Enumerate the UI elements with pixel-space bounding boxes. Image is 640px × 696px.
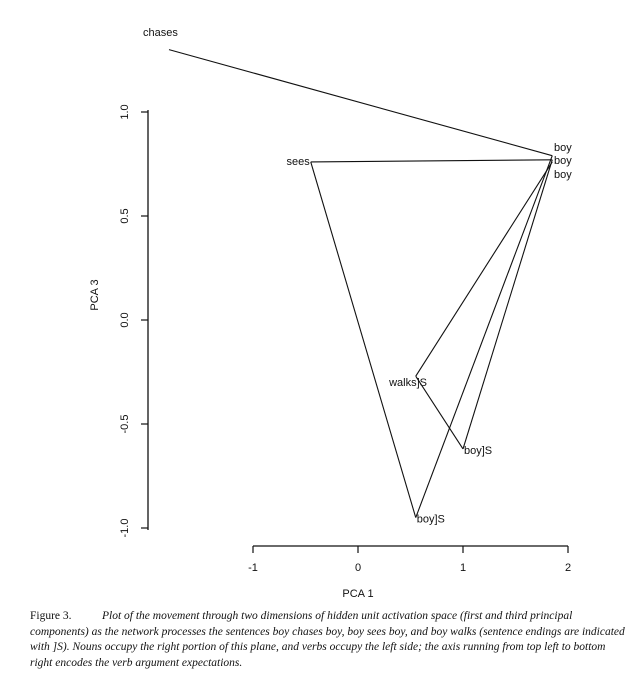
x-tick-label: -1 xyxy=(248,562,258,574)
x-tick-label: 2 xyxy=(565,562,571,574)
point-label: walks]S xyxy=(388,377,427,389)
x-axis: -1 0 1 2 xyxy=(248,545,571,574)
y-tick-label: -1.0 xyxy=(119,519,131,538)
figure-label: Figure 3. xyxy=(30,610,72,622)
y-tick-label: 0.5 xyxy=(119,208,131,223)
point-label: boy xyxy=(554,169,572,181)
trajectory-segment xyxy=(310,161,417,518)
trajectory-segment xyxy=(415,155,553,518)
pca-trajectory-chart: -1.0 -0.5 0.0 0.5 1.0 -1 0 1 2 chases boy boy]S se… xyxy=(89,27,572,600)
figure-caption: Figure 3. Plot of the movement through tw… xyxy=(30,609,630,671)
y-tick-label: 0.0 xyxy=(119,312,131,327)
trajectory-segment xyxy=(310,159,553,163)
point-label: boy]S xyxy=(417,514,445,526)
trajectory-segment xyxy=(168,49,553,157)
y-axis-title: PCA 3 xyxy=(89,279,101,310)
x-tick-label: 1 xyxy=(460,562,466,574)
y-tick-label: 1.0 xyxy=(119,104,131,119)
y-tick-label: -0.5 xyxy=(119,415,131,434)
caption-text: Plot of the movement through two dimensi… xyxy=(30,610,625,669)
x-tick-label: 0 xyxy=(355,562,361,574)
y-axis: -1.0 -0.5 0.0 0.5 1.0 xyxy=(119,104,149,538)
trajectory-lines xyxy=(168,49,553,518)
point-label: chases xyxy=(143,27,178,39)
trajectory-segment xyxy=(415,375,464,450)
trajectory-segment xyxy=(462,159,553,450)
point-label: boy xyxy=(554,142,572,154)
x-axis-title: PCA 1 xyxy=(342,588,373,600)
point-label: boy]S xyxy=(464,445,492,457)
point-label: boy xyxy=(554,155,572,167)
point-labels: chases boy boy]S sees boy boy]S walks]S boy xyxy=(143,27,572,526)
trajectory-segment xyxy=(415,161,553,377)
point-label: sees xyxy=(287,156,311,168)
